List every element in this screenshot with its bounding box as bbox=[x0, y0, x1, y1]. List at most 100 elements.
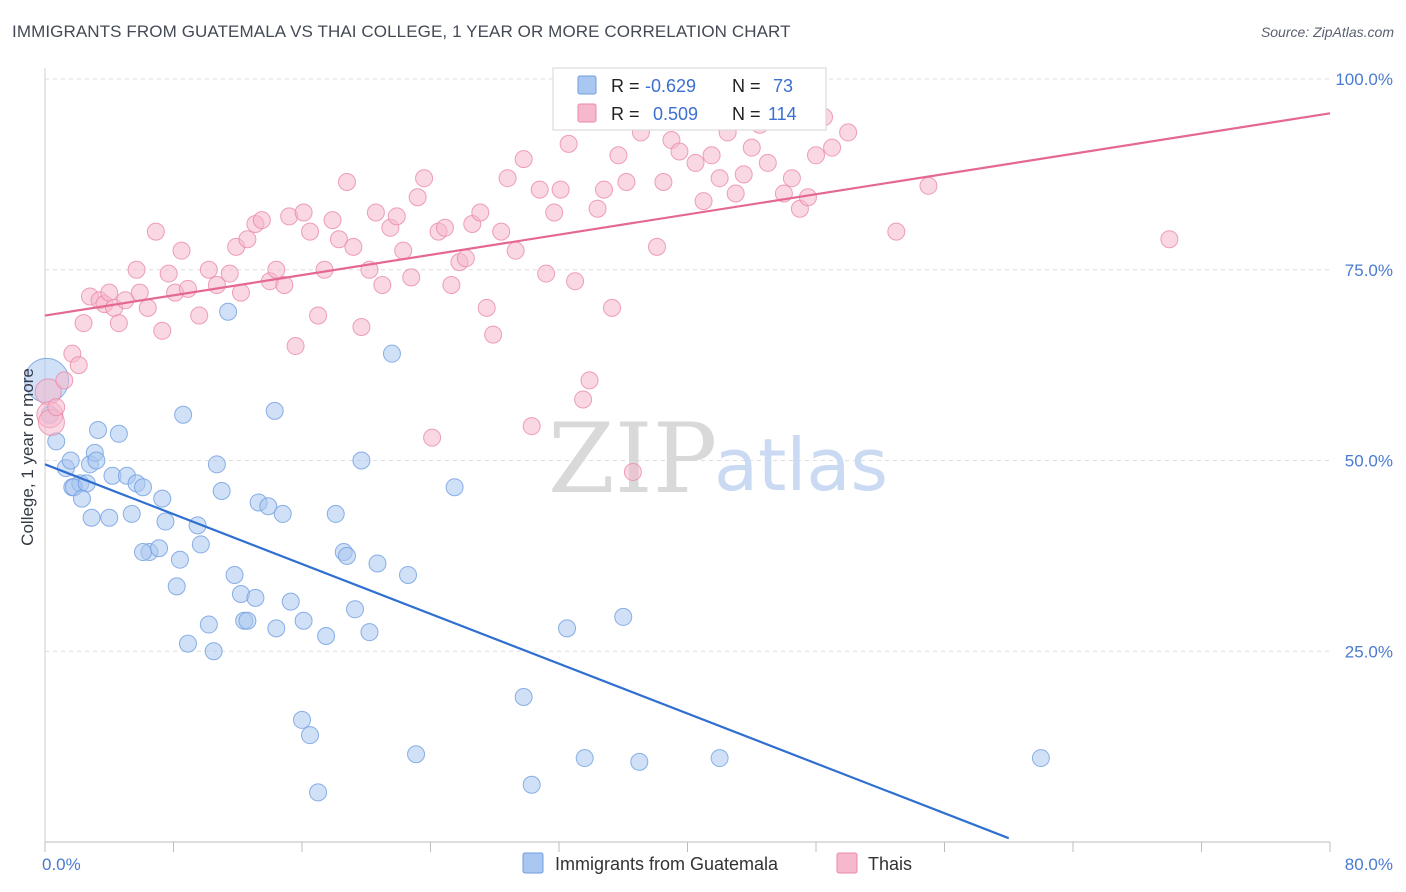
data-point bbox=[373, 276, 392, 295]
data-point bbox=[109, 314, 128, 333]
x-tick-labels: 0.0% 80.0% bbox=[42, 855, 1393, 874]
data-point bbox=[445, 478, 464, 497]
data-point bbox=[286, 337, 305, 356]
data-point bbox=[442, 276, 461, 295]
data-point bbox=[839, 123, 858, 142]
data-point bbox=[647, 237, 666, 256]
data-point bbox=[654, 173, 673, 192]
y-tick-label: 25.0% bbox=[1345, 642, 1393, 661]
data-point bbox=[423, 428, 442, 447]
data-point bbox=[69, 356, 88, 375]
trend-lines bbox=[44, 112, 1331, 840]
series-legend-swatch-guatemala bbox=[522, 852, 544, 874]
data-point bbox=[207, 455, 226, 474]
data-point bbox=[219, 302, 238, 321]
data-point bbox=[204, 642, 223, 661]
data-point bbox=[252, 211, 271, 230]
data-point bbox=[191, 535, 210, 554]
data-point bbox=[603, 298, 622, 317]
data-point bbox=[178, 634, 197, 653]
data-point bbox=[323, 211, 342, 230]
trend-line-guatemala bbox=[44, 463, 1010, 840]
data-point bbox=[82, 508, 101, 527]
data-point bbox=[758, 153, 777, 172]
data-point bbox=[109, 424, 128, 443]
legend-swatch-guatemala bbox=[577, 75, 597, 95]
data-point bbox=[559, 134, 578, 153]
data-point bbox=[344, 237, 363, 256]
data-point bbox=[273, 504, 292, 523]
data-point bbox=[55, 371, 74, 390]
legend-r-value: -0.629 bbox=[645, 76, 696, 96]
legend-r-label: R = bbox=[611, 76, 640, 96]
data-point bbox=[1160, 230, 1179, 249]
data-point bbox=[694, 192, 713, 211]
source-label: Source: ZipAtlas.com bbox=[1260, 24, 1394, 40]
y-axis-title: College, 1 year or more bbox=[18, 368, 37, 546]
legend-r-label: R = bbox=[611, 104, 640, 124]
data-point bbox=[407, 745, 426, 764]
legend-r-value: 0.509 bbox=[653, 104, 698, 124]
data-point bbox=[1031, 749, 1050, 768]
data-point bbox=[199, 615, 218, 634]
data-point bbox=[594, 180, 613, 199]
data-point bbox=[484, 325, 503, 344]
legend-n-value: 73 bbox=[773, 76, 793, 96]
data-point bbox=[89, 420, 108, 439]
data-point bbox=[281, 592, 300, 611]
data-point bbox=[609, 146, 628, 165]
legend-n-label: N = bbox=[732, 76, 761, 96]
data-point bbox=[47, 398, 66, 417]
data-point bbox=[352, 317, 371, 336]
watermark-zip: ZIP bbox=[548, 403, 717, 515]
data-point bbox=[514, 688, 533, 707]
data-point bbox=[309, 783, 328, 802]
data-point bbox=[346, 600, 365, 619]
data-point bbox=[522, 417, 541, 436]
data-point bbox=[170, 550, 189, 569]
data-point bbox=[506, 241, 525, 260]
data-point bbox=[415, 169, 434, 188]
watermark: ZIP atlas bbox=[548, 403, 888, 515]
data-point bbox=[408, 188, 427, 207]
data-point bbox=[153, 321, 172, 340]
data-point bbox=[366, 203, 385, 222]
data-point bbox=[199, 260, 218, 279]
data-point bbox=[734, 165, 753, 184]
series-legend: Immigrants from Guatemala Thais bbox=[522, 852, 912, 874]
data-point bbox=[72, 489, 91, 508]
data-point bbox=[435, 218, 454, 237]
stats-legend-row-thais: R = 0.509 N = 114 bbox=[577, 103, 797, 124]
data-point bbox=[782, 169, 801, 188]
data-point bbox=[919, 176, 938, 195]
data-point bbox=[225, 565, 244, 584]
data-point bbox=[329, 230, 348, 249]
data-point bbox=[352, 451, 371, 470]
data-point bbox=[309, 306, 328, 325]
data-point bbox=[630, 752, 649, 771]
data-point bbox=[702, 146, 721, 165]
data-point bbox=[275, 276, 294, 295]
data-point bbox=[150, 539, 169, 558]
x-tick-label: 0.0% bbox=[42, 855, 81, 874]
data-point bbox=[575, 749, 594, 768]
data-point bbox=[566, 272, 585, 291]
data-point bbox=[337, 173, 356, 192]
stats-legend-box bbox=[552, 67, 827, 131]
data-point bbox=[387, 207, 406, 226]
watermark-atlas: atlas bbox=[714, 423, 888, 507]
data-point bbox=[259, 497, 278, 516]
data-point bbox=[159, 264, 178, 283]
y-tick-label: 50.0% bbox=[1345, 452, 1393, 471]
data-point bbox=[823, 138, 842, 157]
data-point bbox=[74, 314, 93, 333]
series-legend-label-thais: Thais bbox=[868, 854, 912, 874]
data-point bbox=[190, 306, 209, 325]
data-point bbox=[514, 150, 533, 169]
data-point bbox=[399, 565, 418, 584]
data-point bbox=[551, 180, 570, 199]
data-point bbox=[87, 451, 106, 470]
data-point bbox=[617, 173, 636, 192]
data-point bbox=[326, 504, 345, 523]
